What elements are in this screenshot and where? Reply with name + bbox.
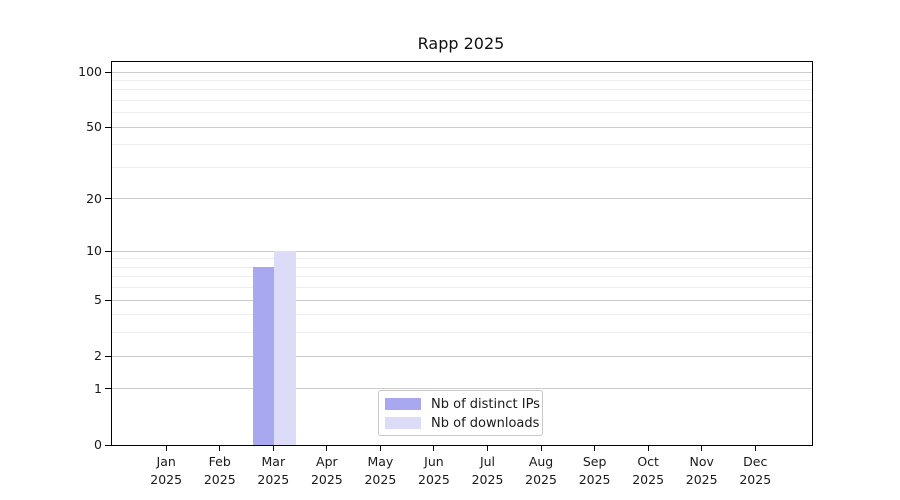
legend-row-distinct-ips: Nb of distinct IPs — [385, 395, 542, 413]
gridline-minor — [112, 287, 812, 289]
x-tick-mark — [326, 446, 328, 451]
gridline-minor — [112, 276, 812, 278]
y-tick-mark — [105, 126, 111, 128]
gridline-minor — [112, 79, 812, 81]
legend: Nb of distinct IPs Nb of downloads — [378, 390, 543, 436]
x-tick-label: Jul 2025 — [471, 454, 504, 487]
legend-swatch-downloads — [385, 417, 421, 429]
gridline-major — [112, 71, 812, 73]
gridline-minor — [112, 332, 812, 334]
x-tick-mark — [701, 446, 703, 451]
legend-swatch-distinct-ips — [385, 398, 421, 410]
bar-mar-downloads — [274, 251, 296, 445]
x-tick-mark — [487, 446, 488, 451]
y-tick-mark — [105, 71, 111, 73]
gridline-major — [112, 299, 812, 301]
gridline-minor — [112, 258, 812, 260]
y-tick-mark — [105, 299, 111, 301]
x-tick-label: Apr 2025 — [310, 454, 343, 487]
gridline-major — [112, 126, 812, 128]
legend-row-downloads: Nb of downloads — [385, 414, 542, 432]
legend-label-downloads: Nb of downloads — [431, 415, 540, 431]
chart-title: Rapp 2025 — [417, 34, 505, 53]
x-tick-label: May 2025 — [364, 454, 397, 487]
gridline-major — [112, 388, 812, 390]
gridline-minor — [112, 112, 812, 114]
y-tick-label: 10 — [86, 242, 102, 258]
y-tick-mark — [105, 444, 111, 446]
x-tick-label: Jan 2025 — [150, 454, 183, 487]
y-tick-mark — [105, 250, 111, 252]
x-tick-mark — [647, 446, 649, 451]
x-tick-mark — [165, 446, 167, 451]
x-tick-mark — [540, 446, 542, 451]
y-tick-label: 5 — [94, 291, 102, 307]
x-tick-mark — [219, 446, 221, 451]
gridline-minor — [112, 99, 812, 101]
bar-mar-distinct-ips — [252, 267, 275, 445]
x-tick-label: Mar 2025 — [257, 454, 290, 487]
x-tick-label: Sep 2025 — [578, 454, 611, 487]
gridline-major — [112, 198, 812, 200]
x-tick-label: Aug 2025 — [525, 454, 557, 487]
y-tick-label: 20 — [86, 190, 102, 206]
x-tick-label: Dec 2025 — [739, 454, 772, 487]
gridline-minor — [112, 166, 812, 168]
gridline-major — [112, 355, 812, 357]
y-tick-label: 50 — [86, 118, 102, 134]
x-tick-mark — [433, 446, 435, 451]
gridline-minor — [112, 314, 812, 316]
x-tick-label: Nov 2025 — [685, 454, 718, 487]
y-tick-label: 2 — [94, 347, 102, 363]
x-tick-mark — [272, 446, 274, 451]
y-tick-label: 0 — [94, 436, 102, 452]
y-tick-label: 100 — [78, 63, 102, 79]
x-tick-mark — [379, 446, 381, 451]
x-tick-label: Feb 2025 — [203, 454, 236, 487]
gridline-minor — [112, 144, 812, 146]
y-tick-label: 1 — [94, 380, 102, 396]
legend-label-distinct-ips: Nb of distinct IPs — [431, 396, 540, 412]
gridline-minor — [112, 89, 812, 91]
x-tick-label: Oct 2025 — [632, 454, 665, 487]
y-tick-mark — [105, 198, 111, 200]
x-tick-label: Jun 2025 — [418, 454, 450, 487]
x-tick-mark — [754, 446, 756, 451]
plot-area — [111, 61, 813, 446]
x-tick-mark — [594, 446, 596, 451]
gridline-minor — [112, 266, 812, 268]
gridline-major — [112, 250, 812, 252]
y-tick-mark — [105, 388, 111, 390]
y-tick-mark — [105, 355, 111, 357]
